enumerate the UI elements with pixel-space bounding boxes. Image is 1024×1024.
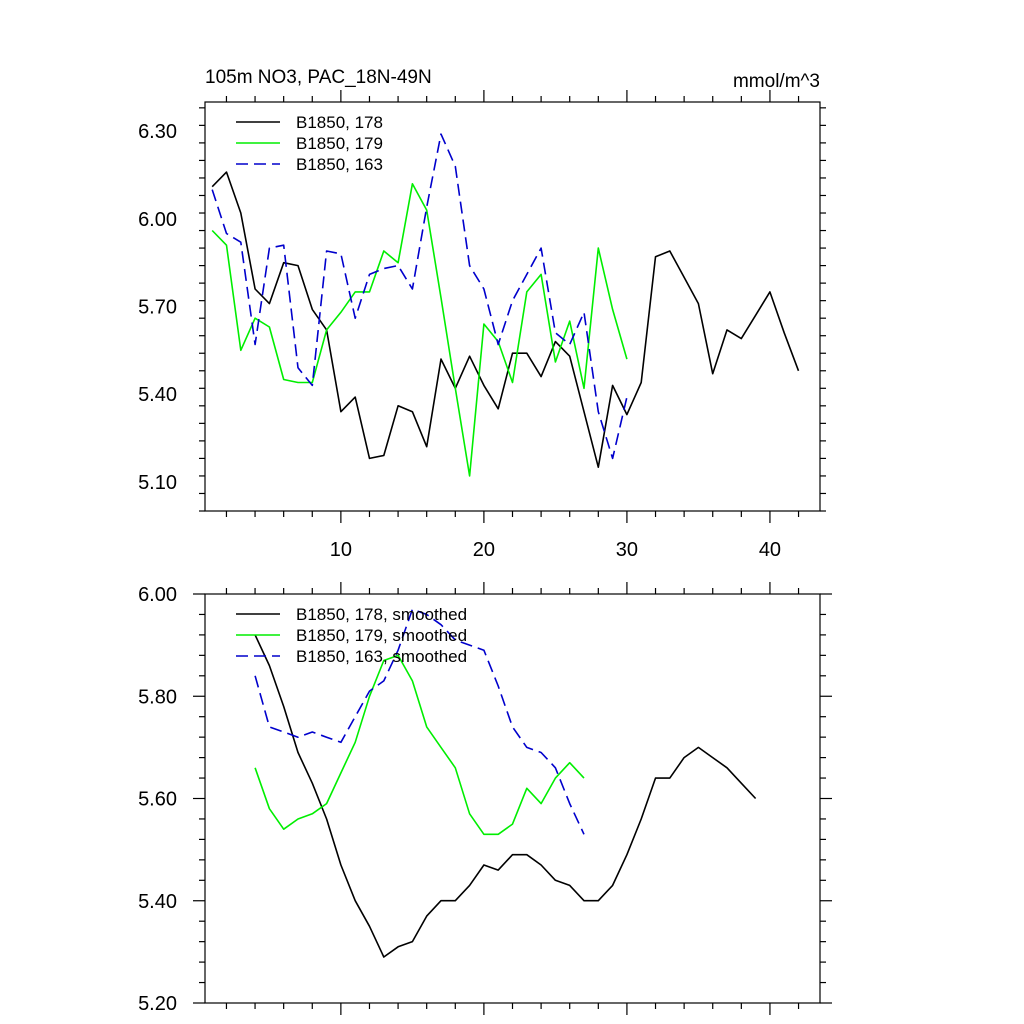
y-tick-label: 5.60 <box>138 789 177 811</box>
legend-label: B1850, 179, smoothed <box>296 626 467 645</box>
y-tick-label: 5.40 <box>138 384 177 406</box>
series-lines <box>211 133 800 477</box>
x-tick-label: 20 <box>473 539 495 561</box>
units-label: mmol/m^3 <box>733 71 820 92</box>
x-tick-label: 10 <box>330 539 352 561</box>
legend-label: B1850, 163 <box>296 155 383 174</box>
legend-label: B1850, 178, smoothed <box>296 605 467 624</box>
series-line <box>254 608 585 835</box>
legend-label: B1850, 163, smoothed <box>296 647 467 666</box>
y-tick-label: 5.40 <box>138 891 177 913</box>
series-line <box>254 654 585 836</box>
y-tick-label: 5.80 <box>138 686 177 708</box>
y-tick-label: 6.30 <box>138 121 177 143</box>
top-panel: 105m NO3, PAC_18N-49N mmol/m^3 10 20 30 40 5… <box>138 67 826 561</box>
y-tick-label: 5.10 <box>138 472 177 494</box>
legend-label: B1850, 178 <box>296 113 383 132</box>
series-line <box>254 634 757 958</box>
axes-ticks: 10 20 30 40 5.10 5.40 5.70 6.00 6.30 <box>138 90 826 561</box>
series-line <box>211 171 800 469</box>
y-tick-label: 6.00 <box>138 209 177 231</box>
legend-label: B1850, 179 <box>296 134 383 153</box>
bottom-panel: 5.20 5.40 5.60 5.80 6.00 B1850, 178, smoothe… <box>138 582 832 1015</box>
y-tick-label: 6.00 <box>138 584 177 606</box>
series-lines <box>254 608 757 958</box>
legend: B1850, 178, smoothed B1850, 179, smoothed… <box>236 605 467 666</box>
chart-title: 105m NO3, PAC_18N-49N <box>205 67 432 88</box>
y-tick-label: 5.20 <box>138 993 177 1015</box>
y-tick-label: 5.70 <box>138 297 177 319</box>
axes-ticks: 5.20 5.40 5.60 5.80 6.00 <box>138 582 832 1015</box>
x-tick-label: 30 <box>616 539 638 561</box>
legend: B1850, 178 B1850, 179 B1850, 163 <box>236 113 383 174</box>
x-tick-label: 40 <box>759 539 781 561</box>
series-line <box>211 183 628 477</box>
series-line <box>211 133 628 460</box>
